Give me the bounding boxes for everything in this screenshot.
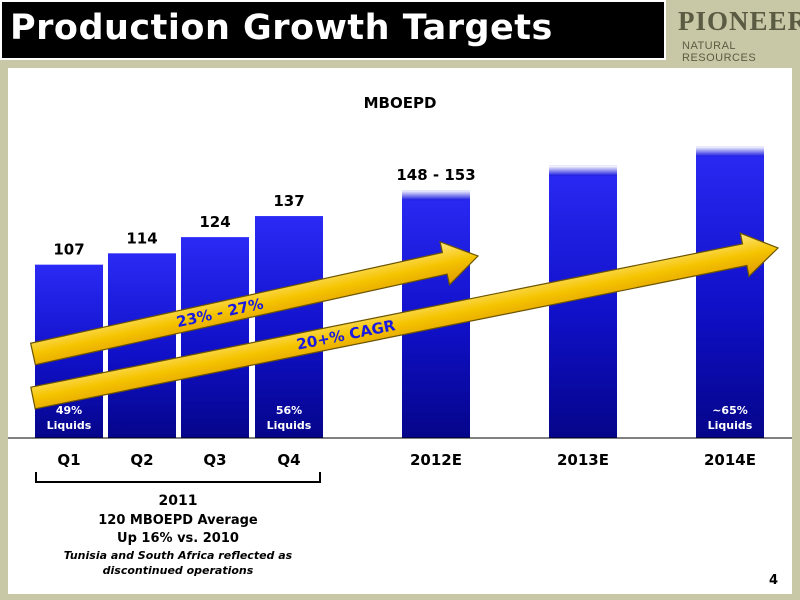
- x-tick-q4: Q4: [277, 451, 300, 469]
- group-growth-label: Up 16% vs. 2010: [117, 531, 239, 546]
- liquids-note-2014e-0: ~65%: [712, 404, 748, 417]
- x-tick-2014e: 2014E: [704, 451, 756, 469]
- bar-q4: [255, 216, 323, 438]
- company-logo: PIONEER NATURAL RESOURCES: [672, 0, 800, 64]
- value-label-q3: 124: [199, 213, 230, 231]
- x-tick-q2: Q2: [130, 451, 153, 469]
- logo-sub-text: NATURAL RESOURCES: [682, 40, 757, 64]
- growth-arrow-shape-1: [29, 240, 480, 366]
- x-tick-2013e: 2013E: [557, 451, 609, 469]
- group-year-label: 2011: [159, 493, 198, 509]
- value-label-q4: 137: [273, 192, 304, 210]
- liquids-note-q1-1: Liquids: [47, 419, 92, 432]
- title-bar: Production Growth Targets: [0, 0, 666, 60]
- bar-2014e: [696, 146, 764, 438]
- bar-fade-2012e: [402, 190, 470, 201]
- liquids-note-q1-0: 49%: [56, 404, 82, 417]
- production-chart: MBOEPD 107 114 124 137 148 - 153 49% Liquids 5…: [8, 94, 792, 577]
- group-average-label: 120 MBOEPD Average: [98, 513, 258, 528]
- page-number: 4: [768, 573, 778, 588]
- liquids-note-q4-0: 56%: [276, 404, 302, 417]
- logo-brand-text: PIONEER: [678, 6, 800, 36]
- chart-title: MBOEPD: [364, 94, 437, 112]
- x-tick-q1: Q1: [57, 451, 80, 469]
- value-label-2012e: 148 - 153: [396, 166, 475, 184]
- page-title: Production Growth Targets: [10, 8, 553, 48]
- bar-fade-2013e: [549, 165, 617, 176]
- liquids-note-2014e-1: Liquids: [708, 419, 753, 432]
- value-label-q1: 107: [53, 241, 84, 259]
- growth-arrow-shape-2: [30, 232, 780, 410]
- x-tick-2012e: 2012E: [410, 451, 462, 469]
- bar-q3: [181, 237, 249, 438]
- bar-fade-2014e: [696, 146, 764, 157]
- chart-panel: MBOEPD 107 114 124 137 148 - 153 49% Liquids 5…: [8, 68, 792, 594]
- group-note-line1: Tunisia and South Africa reflected as: [64, 549, 293, 562]
- liquids-note-q4-1: Liquids: [267, 419, 312, 432]
- value-label-q2: 114: [126, 229, 157, 247]
- year-bracket: [35, 472, 321, 483]
- group-note-line2: discontinued operations: [103, 564, 254, 577]
- x-tick-q3: Q3: [203, 451, 226, 469]
